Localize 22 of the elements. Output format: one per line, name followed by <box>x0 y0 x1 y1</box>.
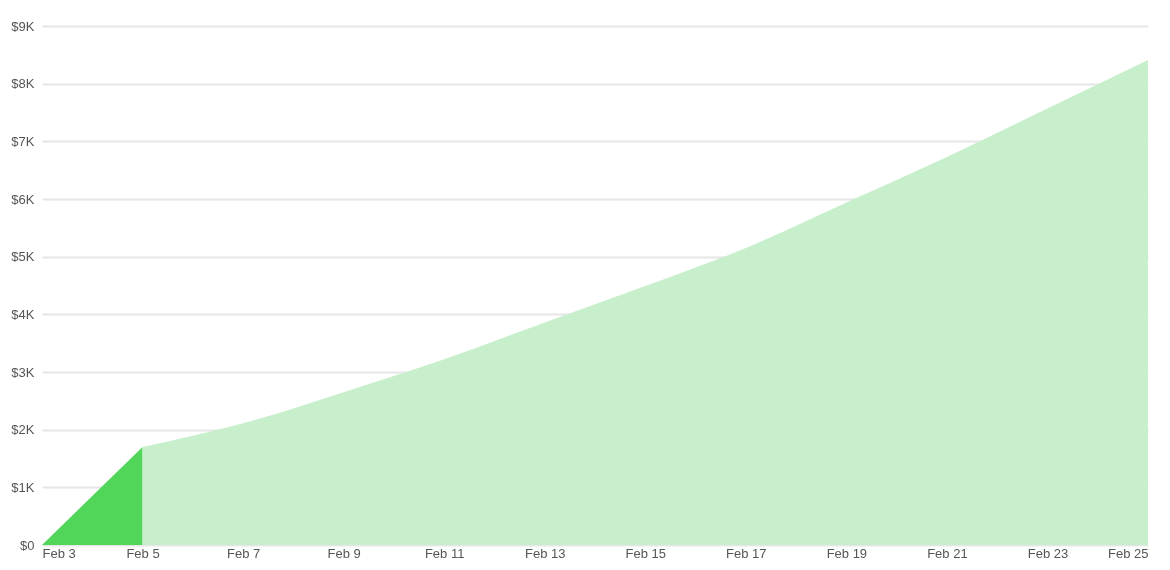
x-tick-label: Feb 25 <box>1108 545 1149 561</box>
x-tick-label: Feb 15 <box>625 545 667 561</box>
y-tick-label: $1K <box>11 479 35 495</box>
x-tick-label: Feb 5 <box>126 545 160 561</box>
y-tick-label: $5K <box>11 249 35 265</box>
y-tick-label: $3K <box>11 364 35 380</box>
y-tick-label: $9K <box>11 18 35 34</box>
x-tick-label: Feb 19 <box>826 545 868 561</box>
x-tick-label: Feb 3 <box>42 545 76 561</box>
x-tick-label: Feb 13 <box>524 545 566 561</box>
x-tick-label: Feb 9 <box>327 545 361 561</box>
x-tick-label: Feb 17 <box>726 545 767 561</box>
y-tick-label: $7K <box>11 133 35 149</box>
x-tick-label: Feb 11 <box>424 545 465 561</box>
y-tick-label: $6K <box>11 191 35 207</box>
y-tick-label: $4K <box>11 306 35 322</box>
x-tick-label: Feb 21 <box>927 545 968 561</box>
y-tick-label: $0 <box>20 537 35 553</box>
y-tick-label: $2K <box>11 422 35 438</box>
y-tick-label: $8K <box>11 76 35 92</box>
x-tick-label: Feb 23 <box>1027 545 1069 561</box>
x-tick-label: Feb 7 <box>226 545 261 561</box>
